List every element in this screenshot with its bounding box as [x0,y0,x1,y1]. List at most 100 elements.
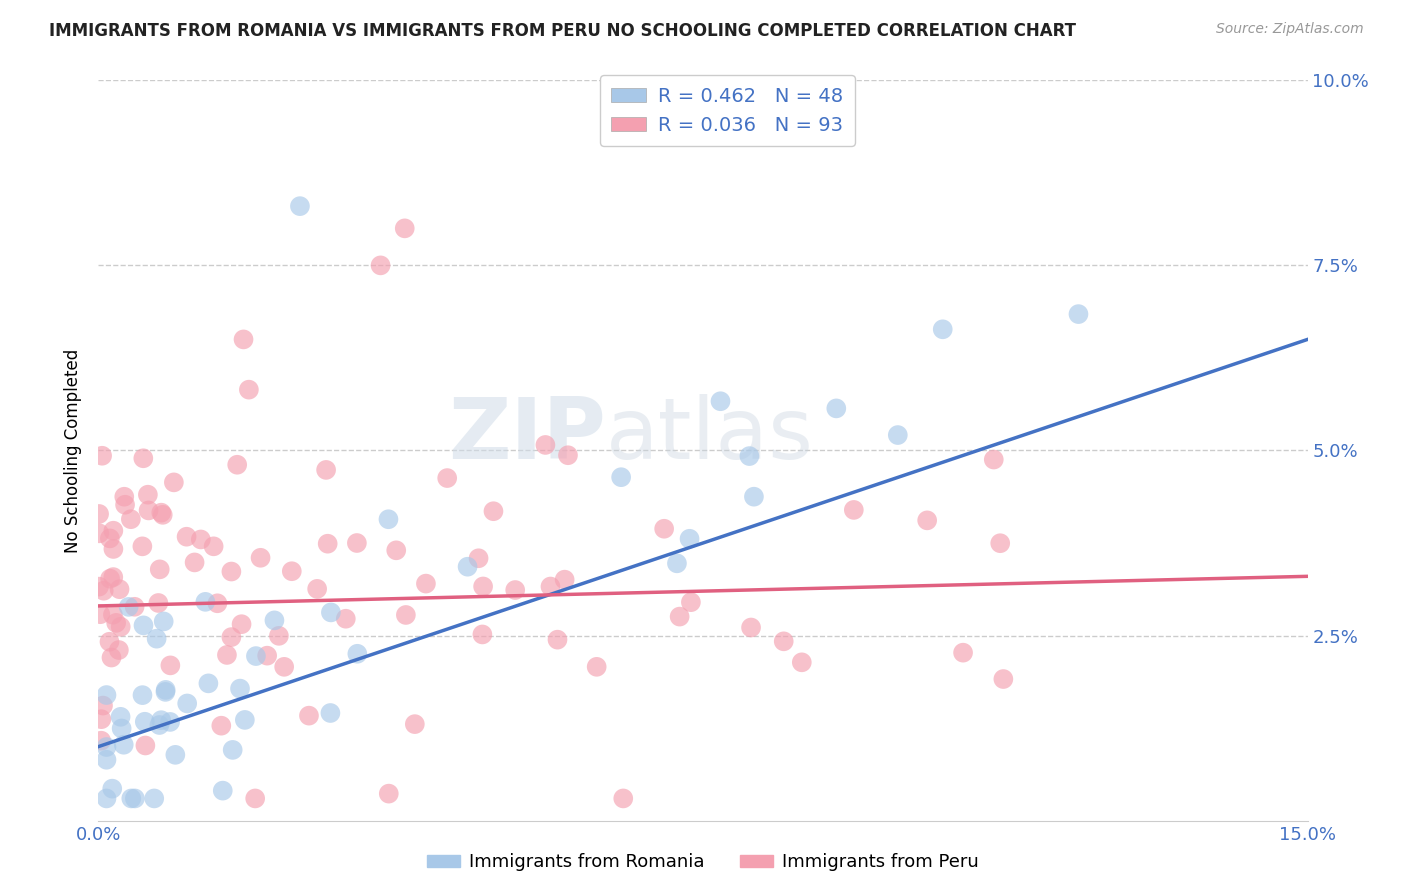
Point [482,504,505,518]
Point [221,565,243,579]
Point [149,562,172,576]
Point [93,583,115,598]
Point [316,537,339,551]
Point [98,572,121,586]
Point [557,448,579,462]
Point [96,791,118,805]
Point [209,719,232,733]
Point [100,650,122,665]
Point [988,536,1011,550]
Point [394,221,416,235]
Point [152,508,174,522]
Point [183,556,205,570]
Point [108,582,131,597]
Point [319,606,342,620]
Point [534,438,557,452]
Point [547,632,569,647]
Point [221,743,243,757]
Point [108,643,131,657]
Point [298,708,321,723]
Point [96,688,118,702]
Point [148,718,170,732]
Point [91,449,114,463]
Point [96,739,118,754]
Point [163,475,186,490]
Point [249,550,271,565]
Point [90,733,112,747]
Text: atlas: atlas [606,394,814,477]
Point [887,428,910,442]
Point [155,682,177,697]
Point [740,620,762,634]
Point [132,451,155,466]
Point [132,618,155,632]
Point [91,698,114,713]
Point [738,449,761,463]
Point [159,658,181,673]
Point [612,791,634,805]
Point [145,632,167,646]
Point [932,322,955,336]
Point [87,507,110,521]
Point [229,681,252,696]
Y-axis label: No Schooling Completed: No Schooling Completed [65,349,83,552]
Point [101,781,124,796]
Point [207,596,229,610]
Point [103,524,125,538]
Point [98,532,121,546]
Point [238,383,260,397]
Point [471,627,494,641]
Point [263,613,285,627]
Point [150,506,173,520]
Point [232,332,254,346]
Point [378,787,401,801]
Point [105,615,128,630]
Legend: Immigrants from Romania, Immigrants from Peru: Immigrants from Romania, Immigrants from… [420,847,986,879]
Point [825,401,848,416]
Point [114,498,136,512]
Point [103,541,125,556]
Point [155,685,177,699]
Point [370,259,392,273]
Point [194,595,217,609]
Point [267,629,290,643]
Point [952,646,974,660]
Point [110,620,132,634]
Point [176,697,198,711]
Point [256,648,278,663]
Point [377,512,399,526]
Text: Source: ZipAtlas.com: Source: ZipAtlas.com [1216,22,1364,37]
Point [281,564,304,578]
Point [395,607,418,622]
Point [679,595,702,609]
Point [87,580,110,594]
Point [89,607,111,622]
Point [111,722,134,736]
Point [120,791,142,805]
Point [245,649,267,664]
Point [190,533,212,547]
Point [415,576,437,591]
Point [742,490,765,504]
Point [134,714,156,729]
Point [385,543,408,558]
Point [404,717,426,731]
Point [273,660,295,674]
Point [143,791,166,805]
Point [346,536,368,550]
Point [165,747,187,762]
Point [233,713,256,727]
Point [215,648,238,662]
Point [665,557,688,571]
Point [103,570,125,584]
Legend: R = 0.462   N = 48, R = 0.036   N = 93: R = 0.462 N = 48, R = 0.036 N = 93 [599,75,855,146]
Point [1067,307,1090,321]
Text: IMMIGRANTS FROM ROMANIA VS IMMIGRANTS FROM PERU NO SCHOOLING COMPLETED CORRELATI: IMMIGRANTS FROM ROMANIA VS IMMIGRANTS FR… [49,22,1076,40]
Point [319,706,342,720]
Point [221,630,243,644]
Point [148,596,170,610]
Point [124,791,146,805]
Point [120,512,142,526]
Point [124,599,146,614]
Point [131,688,153,702]
